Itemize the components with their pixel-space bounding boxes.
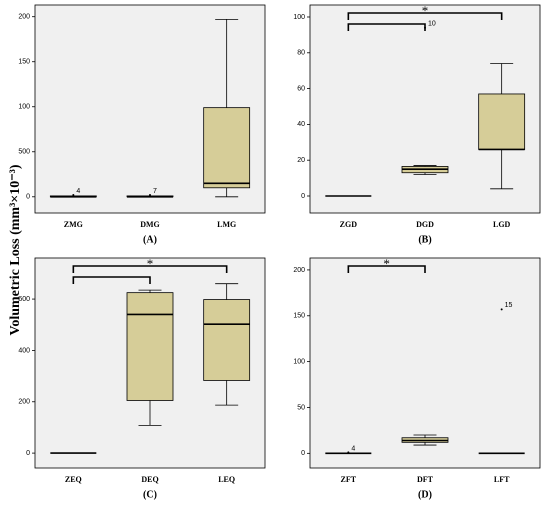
y-tick-label: 500	[18, 149, 30, 156]
significance-bracket	[72, 265, 228, 273]
y-tick-label: 200	[18, 399, 30, 406]
x-tick-label: LFT	[494, 475, 510, 484]
box	[203, 107, 251, 189]
significance-star: *	[147, 256, 154, 271]
y-tick-label: 100	[293, 358, 305, 365]
y-tick-label: 60	[297, 85, 305, 92]
x-tick-label: ZEQ	[65, 475, 82, 484]
y-tick-label: 200	[293, 267, 305, 274]
y-tick-label: 100	[18, 104, 30, 111]
significance-bracket	[72, 276, 151, 284]
y-tick-label: 200	[18, 14, 30, 21]
outlier-label: 15	[505, 302, 513, 309]
y-tick-label: 80	[297, 50, 305, 57]
significance-star: *	[383, 256, 390, 271]
panel-label: (D)	[418, 489, 432, 500]
x-tick-label: ZGD	[340, 220, 358, 229]
x-tick-label: LGD	[493, 220, 511, 229]
x-tick-label: LMG	[217, 220, 236, 229]
significance-bracket	[347, 12, 503, 20]
y-tick-label: 40	[297, 121, 305, 128]
outlier-label: 7	[153, 188, 157, 195]
outlier	[500, 308, 503, 311]
y-tick-label: 0	[301, 450, 305, 457]
y-tick-label: 150	[18, 59, 30, 66]
y-tick-label: 50	[297, 404, 305, 411]
significance-bracket	[347, 265, 426, 273]
y-axis-label: Volumetric Loss (mm³×10⁻³)	[8, 164, 23, 335]
x-tick-label: ZMG	[64, 220, 83, 229]
outlier-label: 4	[76, 188, 80, 195]
panel-label: (C)	[143, 489, 157, 500]
outlier-label: 4	[351, 445, 355, 452]
box	[203, 299, 251, 381]
plot-area	[309, 257, 541, 469]
x-tick-label: DEQ	[141, 475, 158, 484]
x-tick-label: ZFT	[341, 475, 357, 484]
y-tick-label: 100	[293, 14, 305, 21]
y-tick-label: 0	[26, 194, 30, 201]
outlier-label: 10	[428, 21, 436, 28]
outlier	[347, 451, 350, 454]
panel-label: (B)	[418, 234, 431, 245]
y-tick-label: 0	[301, 193, 305, 200]
box	[126, 292, 174, 401]
box	[478, 93, 526, 150]
y-tick-label: 0	[26, 450, 30, 457]
y-tick-label: 600	[18, 296, 30, 303]
panel-label: (A)	[143, 234, 157, 245]
outlier	[72, 193, 75, 196]
x-tick-label: LEQ	[218, 475, 235, 484]
x-tick-label: DGD	[416, 220, 434, 229]
y-tick-label: 150	[293, 313, 305, 320]
y-tick-label: 20	[297, 157, 305, 164]
outlier	[149, 193, 151, 196]
significance-star: *	[422, 3, 429, 18]
y-tick-label: 400	[18, 347, 30, 354]
significance-bracket	[347, 23, 426, 31]
x-tick-label: DMG	[140, 220, 160, 229]
x-tick-label: DFT	[417, 475, 434, 484]
